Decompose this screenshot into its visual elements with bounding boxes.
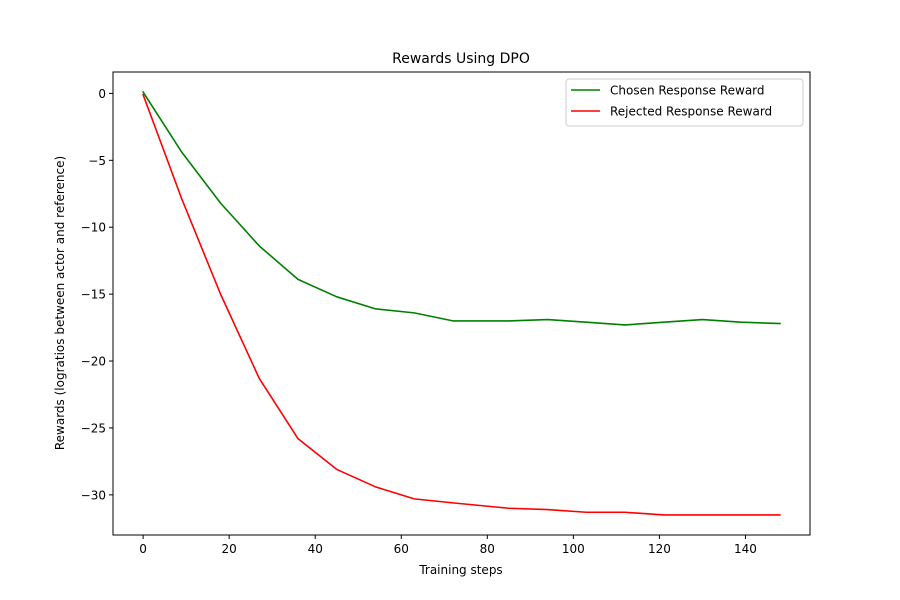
x-tick-label: 80: [480, 542, 495, 556]
x-tick-label: 140: [734, 542, 757, 556]
x-axis-ticks: 0 20 40 60 80 100 120 140: [139, 535, 757, 556]
y-tick-label: −15: [81, 288, 106, 302]
x-tick-label: 0: [139, 542, 147, 556]
plot-frame: [112, 71, 811, 536]
chosen-response-line: [142, 90, 781, 326]
x-axis-label: Training steps: [418, 563, 502, 577]
chart-title: Rewards Using DPO: [392, 51, 530, 67]
y-axis-ticks: 0 −5 −10 −15 −20 −25 −30: [81, 87, 113, 502]
legend: Chosen Response Reward Rejected Response…: [565, 78, 804, 127]
legend-box: [565, 78, 804, 127]
y-tick-label: −25: [81, 421, 106, 435]
legend-label-chosen: Chosen Response Reward: [610, 84, 765, 98]
x-tick-label: 100: [562, 542, 585, 556]
x-tick-label: 40: [308, 542, 323, 556]
y-tick-label: −5: [88, 154, 106, 168]
rejected-response-line: [142, 93, 781, 516]
x-tick-label: 20: [222, 542, 237, 556]
y-tick-label: −10: [81, 221, 106, 235]
x-tick-label: 120: [648, 542, 671, 556]
series-lines: [142, 90, 781, 516]
x-tick-label: 60: [394, 542, 409, 556]
y-tick-label: −20: [81, 355, 106, 369]
legend-label-rejected: Rejected Response Reward: [610, 105, 772, 119]
y-tick-label: 0: [98, 87, 106, 101]
y-axis-label: Rewards (logratios between actor and ref…: [53, 156, 67, 450]
y-tick-label: −30: [81, 488, 106, 502]
